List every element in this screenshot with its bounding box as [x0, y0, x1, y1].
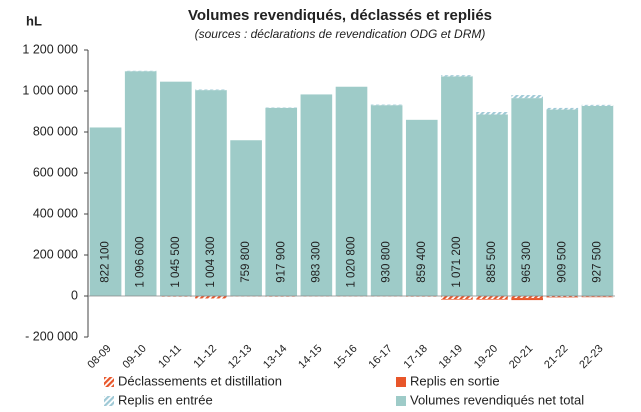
chart-subtitle: (sources : déclarations de revendication…	[195, 27, 486, 41]
bar-segment	[300, 94, 333, 297]
legend-label: Replis en entrée	[118, 392, 213, 407]
bar-segment	[511, 296, 543, 299]
x-tick-label: 17-18	[402, 343, 430, 371]
bar-segment	[441, 299, 473, 300]
x-tick-label: 19-20	[472, 343, 500, 371]
bar-segment	[160, 81, 192, 296]
value-label: 1 004 300	[205, 236, 217, 287]
x-tick-label: 16-17	[366, 343, 394, 371]
bar-segment	[195, 89, 227, 91]
y-tick-label: 1 000 000	[22, 83, 78, 97]
value-label: 859 400	[416, 241, 428, 283]
bar-segment	[370, 105, 403, 296]
x-tick-label: 22-23	[577, 343, 605, 371]
value-label: 885 500	[486, 241, 498, 283]
bar-segment	[265, 107, 298, 296]
y-tick-label: 800 000	[33, 124, 78, 138]
bar-segment	[370, 104, 403, 106]
bar-segment	[230, 140, 262, 296]
value-label: 822 100	[100, 241, 112, 283]
x-tick-label: 20-21	[507, 343, 535, 371]
x-tick-label: 14-15	[296, 343, 324, 371]
x-tick-label: 18-19	[437, 343, 465, 371]
legend-label: Volumes revendiqués net total	[410, 392, 584, 407]
bar-segment	[195, 296, 227, 299]
y-tick-label: 600 000	[33, 165, 78, 179]
x-tick-label: 12-13	[226, 343, 254, 371]
value-label: 983 300	[310, 241, 322, 283]
legend-label: Déclassements et distillation	[118, 373, 282, 388]
bar-segment	[511, 298, 543, 301]
legend-label: Replis en sortie	[410, 373, 500, 388]
legend-swatch	[104, 377, 114, 387]
value-label: 930 800	[381, 241, 393, 283]
legend-swatch	[396, 377, 406, 387]
legend-swatch	[104, 396, 114, 406]
y-unit: hL	[26, 13, 42, 28]
bar-segment	[511, 95, 543, 99]
chart-title: Volumes revendiqués, déclassés et replié…	[188, 7, 492, 24]
bar-segment	[546, 296, 579, 298]
bar-segment	[405, 119, 438, 296]
bar-segment	[476, 112, 508, 115]
bar-segment	[476, 296, 508, 300]
y-tick-label: - 200 000	[25, 329, 78, 343]
bar-segment	[581, 104, 614, 106]
value-label: 909 500	[556, 241, 568, 283]
value-label: 927 500	[591, 241, 603, 283]
legend-swatch	[396, 396, 406, 406]
y-tick-label: 400 000	[33, 206, 78, 220]
x-tick-label: 21-22	[542, 343, 570, 371]
y-tick-label: 0	[71, 288, 78, 302]
bar-segment	[511, 98, 543, 297]
y-tick-label: 1 200 000	[22, 42, 78, 56]
x-tick-label: 08-09	[85, 343, 113, 371]
bar-segment	[476, 114, 508, 296]
value-label: 1 071 200	[451, 236, 463, 287]
x-tick-label: 09-10	[120, 343, 148, 371]
value-label: 759 800	[240, 241, 252, 283]
x-tick-label: 11-12	[191, 343, 219, 371]
y-tick-label: 200 000	[33, 247, 78, 261]
bar-segment	[581, 296, 614, 297]
bar-segment	[441, 296, 473, 300]
bar-segment	[441, 75, 473, 77]
value-label: 1 020 800	[346, 236, 358, 287]
bar-segment	[89, 127, 122, 296]
x-tick-label: 15-16	[331, 343, 359, 371]
bar-segment	[124, 71, 157, 297]
value-label: 917 900	[275, 241, 287, 283]
x-tick-label: 13-14	[261, 343, 289, 371]
bar-segment	[441, 76, 473, 297]
value-label: 965 300	[521, 241, 533, 283]
bar-segment	[195, 90, 227, 296]
value-label: 1 045 500	[170, 236, 182, 287]
bar-segment	[476, 299, 508, 300]
bar-segment	[581, 105, 614, 296]
bar-segment	[546, 109, 579, 297]
bar-segment	[335, 86, 368, 297]
x-tick-label: 10-11	[156, 343, 184, 371]
bar-segment	[546, 107, 579, 110]
value-label: 1 096 600	[135, 236, 147, 287]
